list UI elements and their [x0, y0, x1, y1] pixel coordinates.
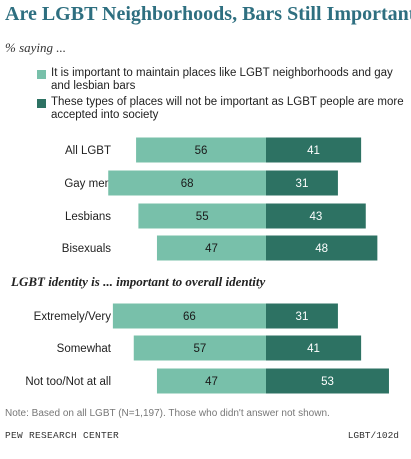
legend-item-important: It is important to maintain places like …: [37, 67, 409, 93]
value-label-important-somewhat: 57: [193, 343, 206, 355]
value-label-important-lesbians: 55: [196, 211, 209, 223]
section-heading-identity: LGBT identity is ... important to overal…: [11, 274, 266, 289]
row-label-all-lgbt: All LGBT: [65, 145, 111, 157]
value-label-important-extremely-very: 66: [183, 311, 196, 323]
value-label-not-important-gay-men: 31: [296, 178, 309, 190]
chart-code: LGBT/102d: [347, 430, 399, 441]
bar-not-important-gay-men: [266, 170, 338, 196]
chart-subtitle: % saying ...: [5, 40, 67, 55]
value-label-not-important-not-too-not-at-all: 53: [321, 376, 334, 388]
bar-not-important-lesbians: [266, 203, 366, 229]
row-label-bisexuals: Bisexuals: [62, 243, 111, 255]
legend-swatch-important: [37, 70, 46, 79]
chart-note: Note: Based on all LGBT (N=1,197). Those…: [5, 408, 330, 419]
bar-important-gay-men: [108, 170, 267, 196]
value-label-not-important-all-lgbt: 41: [307, 145, 320, 157]
row-label-extremely-very: Extremely/Very: [34, 311, 112, 323]
bar-important-somewhat: [133, 335, 266, 361]
bar-important-lesbians: [138, 203, 266, 229]
chart-title: Are LGBT Neighborhoods, Bars Still Impor…: [5, 3, 411, 25]
bar-not-important-bisexuals: [266, 235, 378, 261]
value-label-important-bisexuals: 47: [205, 243, 218, 255]
legend-label-important: It is important to maintain places like …: [51, 67, 393, 92]
bar-not-important-somewhat: [266, 335, 362, 361]
legend-label-not-important: These types of places will not be import…: [51, 96, 404, 121]
bar-not-important-not-too-not-at-all: [266, 368, 389, 394]
legend-swatch-not-important: [37, 99, 46, 108]
value-label-important-not-too-not-at-all: 47: [205, 376, 218, 388]
value-label-not-important-somewhat: 41: [307, 343, 320, 355]
row-label-somewhat: Somewhat: [57, 343, 112, 355]
row-label-lesbians: Lesbians: [65, 211, 111, 223]
bar-important-extremely-very: [112, 303, 266, 329]
value-label-important-gay-men: 68: [181, 178, 194, 190]
value-label-not-important-lesbians: 43: [309, 211, 322, 223]
bar-important-not-too-not-at-all: [156, 368, 266, 394]
legend-item-not-important: These types of places will not be import…: [37, 96, 409, 122]
row-label-not-too-not-at-all: Not too/Not at all: [25, 376, 111, 388]
value-label-not-important-extremely-very: 31: [296, 311, 309, 323]
chart-source: PEW RESEARCH CENTER: [5, 430, 120, 441]
bar-not-important-extremely-very: [266, 303, 338, 329]
value-label-not-important-bisexuals: 48: [315, 243, 328, 255]
bar-important-all-lgbt: [136, 137, 266, 163]
row-label-gay-men: Gay men: [64, 178, 111, 190]
bar-not-important-all-lgbt: [266, 137, 362, 163]
bar-important-bisexuals: [156, 235, 266, 261]
value-label-important-all-lgbt: 56: [195, 145, 208, 157]
